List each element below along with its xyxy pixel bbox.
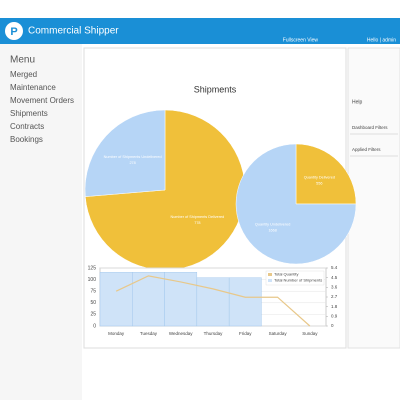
pie-value: 556 <box>316 182 322 186</box>
bar <box>196 277 230 327</box>
side-item[interactable]: Applied Filters <box>352 147 381 152</box>
pie-label: Number of Shipments Undelivered <box>104 155 162 159</box>
y2-tick-label: 2.7 <box>331 294 338 299</box>
bar <box>164 272 198 327</box>
logo: P <box>10 26 17 38</box>
y2-tick-label: 1.8 <box>331 304 338 309</box>
brand[interactable]: Commercial Shipper <box>28 26 119 37</box>
logo-circle <box>5 22 23 40</box>
y-tick-label: 125 <box>88 265 97 271</box>
side-item[interactable]: Dashboard Filters <box>352 125 388 130</box>
dashboard-title: Shipments <box>194 84 237 94</box>
menu-item[interactable]: Maintenance <box>10 83 56 92</box>
x-tick-label: Monday <box>108 331 125 336</box>
menu-item[interactable]: Contracts <box>10 122 44 131</box>
x-tick-label: Tuesday <box>140 331 158 336</box>
legend-swatch <box>268 279 272 282</box>
pie-label: Quantity Undelivered <box>255 222 290 226</box>
pie-slice <box>84 109 166 197</box>
pie-value: 1668 <box>268 228 276 232</box>
legend-swatch <box>268 273 272 276</box>
legend-box <box>265 270 325 286</box>
menu-title: Menu <box>10 55 35 66</box>
menu-item[interactable]: Merged <box>10 70 37 79</box>
x-tick-label: Saturday <box>269 331 288 336</box>
pie-slice <box>295 143 357 205</box>
user-menu[interactable]: Hello | admin <box>367 37 396 43</box>
fullscreen-link[interactable]: Fullscreen View <box>283 37 319 43</box>
header-bar <box>0 18 400 44</box>
menu-panel <box>0 44 82 400</box>
menu-item[interactable]: Shipments <box>10 109 48 118</box>
menu-item[interactable]: Bookings <box>10 135 43 144</box>
y2-tick-label: 4.5 <box>331 275 338 280</box>
y2-tick-label: 0.9 <box>331 314 338 319</box>
y2-tick-label: 0 <box>331 323 334 328</box>
pie-label: Number of Shipments Delivered <box>170 215 224 219</box>
pie-label: Quantity Delivered <box>304 176 335 180</box>
y-tick-label: 0 <box>93 323 96 329</box>
y-tick-label: 75 <box>90 289 96 295</box>
legend-label: Total Quantity <box>274 272 298 277</box>
bar <box>228 277 262 327</box>
y2-tick-label: 5.4 <box>331 265 338 270</box>
y-tick-label: 100 <box>88 277 97 283</box>
bar <box>132 272 165 327</box>
y-tick-label: 25 <box>90 312 96 318</box>
x-tick-label: Sunday <box>302 331 318 336</box>
menu-item[interactable]: Movement Orders <box>10 96 74 105</box>
pie-value: 278 <box>129 161 135 165</box>
pie-slice <box>235 143 357 265</box>
pie-value: 778 <box>194 221 200 225</box>
y-tick-label: 50 <box>90 300 96 306</box>
legend-label: Total Number of Shipments <box>274 278 322 283</box>
bar <box>99 272 133 327</box>
x-tick-label: Friday <box>239 331 252 336</box>
x-tick-label: Wednesday <box>169 331 193 336</box>
y2-tick-label: 3.6 <box>331 285 338 290</box>
line <box>115 275 311 327</box>
x-tick-label: Thursday <box>204 331 224 336</box>
side-title: Help <box>352 99 363 105</box>
